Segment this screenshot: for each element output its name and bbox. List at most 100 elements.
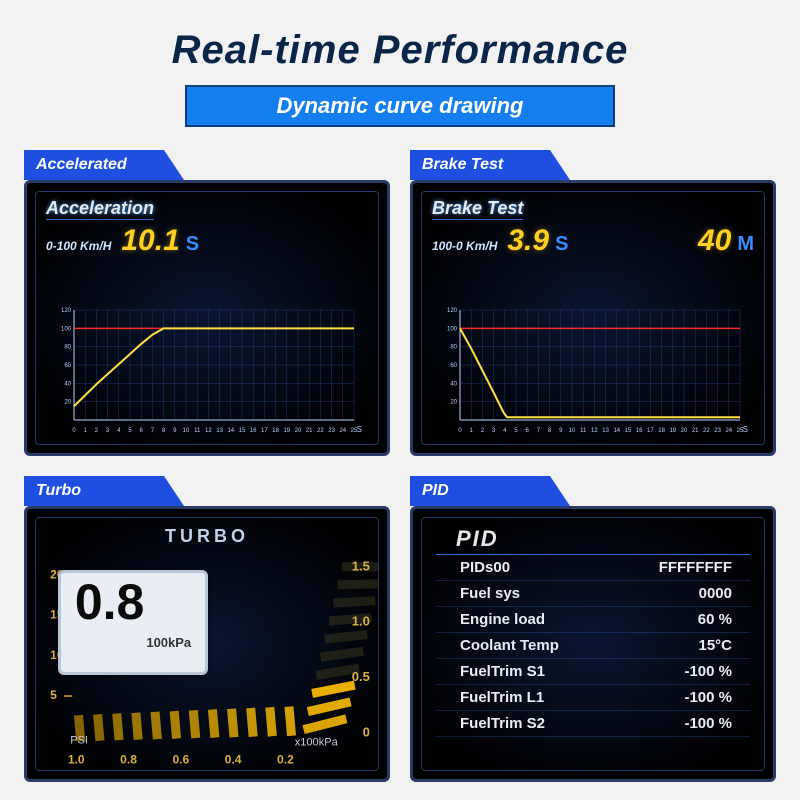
panel-turbo: Turbo TURBO 20151051.51.00.501.00.80.60.… [24, 476, 390, 782]
pid-key: FuelTrim L1 [460, 689, 544, 706]
accel-value: 10.1 [121, 226, 179, 256]
svg-text:6: 6 [526, 428, 530, 434]
svg-text:0.4: 0.4 [225, 752, 242, 766]
svg-text:20: 20 [450, 400, 457, 406]
svg-text:5: 5 [50, 688, 57, 702]
svg-text:11: 11 [194, 428, 201, 434]
svg-text:0.2: 0.2 [277, 752, 294, 766]
panel-label-accelerated: Accelerated [24, 150, 390, 180]
svg-text:15: 15 [239, 428, 246, 434]
svg-text:22: 22 [703, 428, 710, 434]
svg-text:4: 4 [503, 428, 507, 434]
svg-text:40: 40 [64, 381, 71, 387]
page-title: Real-time Performance [0, 0, 800, 73]
svg-text:10: 10 [183, 428, 190, 434]
subtitle-text: Dynamic curve drawing [277, 93, 524, 119]
svg-text:S: S [357, 425, 362, 434]
svg-text:21: 21 [306, 428, 313, 434]
brake-chart: 0123456789101112131415161718192021222324… [432, 304, 752, 434]
svg-text:17: 17 [647, 428, 654, 434]
svg-text:80: 80 [64, 345, 71, 351]
svg-text:6: 6 [140, 428, 144, 434]
svg-text:0: 0 [72, 428, 76, 434]
svg-text:21: 21 [692, 428, 699, 434]
panel-pid: PID PID PIDs00 FFFFFFFF Fuel sys0000 Engine… [410, 476, 776, 782]
svg-text:1.5: 1.5 [352, 558, 370, 573]
panel-label-brake: Brake Test [410, 150, 776, 180]
panel-label-text: Brake Test [410, 156, 503, 173]
pid-key: Coolant Temp [460, 637, 559, 654]
svg-text:13: 13 [216, 428, 223, 434]
svg-text:1.0: 1.0 [352, 614, 370, 629]
pid-row: Fuel sys0000 [436, 581, 750, 607]
svg-text:60: 60 [450, 363, 457, 369]
accel-unit: S [186, 233, 199, 256]
svg-text:22: 22 [317, 428, 324, 434]
panel-accelerated: Accelerated Acceleration 0-100 Km/H 10.1… [24, 150, 390, 456]
svg-text:16: 16 [250, 428, 257, 434]
svg-text:1: 1 [470, 428, 474, 434]
pid-value: -100 % [684, 689, 732, 706]
pid-value: -100 % [684, 715, 732, 732]
pid-value: FFFFFFFF [659, 559, 732, 576]
svg-text:100: 100 [61, 326, 72, 332]
svg-text:S: S [743, 425, 748, 434]
pid-value: 0000 [699, 585, 732, 602]
svg-text:10: 10 [569, 428, 576, 434]
brake-value-1: 3.9 [507, 226, 549, 256]
panel-brake: Brake Test Brake Test 100-0 Km/H 3.9 S 4… [410, 150, 776, 456]
turbo-readout-box: 0.8 100kPa [58, 570, 208, 675]
svg-text:1: 1 [84, 428, 88, 434]
svg-text:14: 14 [227, 428, 234, 434]
brake-unit-1: S [555, 233, 568, 256]
pid-row: FuelTrim S1 -100 % [436, 659, 750, 685]
panel-label-turbo: Turbo [24, 476, 390, 506]
brake-range: 100-0 Km/H [432, 239, 497, 253]
svg-text:100: 100 [447, 326, 458, 332]
svg-text:80: 80 [450, 345, 457, 351]
pid-key: Engine load [460, 611, 545, 628]
panel-label-text: Accelerated [24, 156, 127, 173]
brake-unit-2: M [737, 233, 754, 256]
svg-text:5: 5 [514, 428, 518, 434]
svg-text:19: 19 [669, 428, 676, 434]
pid-row: FuelTrim S2-100 % [436, 711, 750, 737]
pid-row: Coolant Temp 15°C [436, 633, 750, 659]
pid-key: PIDs00 [460, 559, 510, 576]
svg-text:20: 20 [295, 428, 302, 434]
svg-text:120: 120 [61, 308, 72, 314]
pid-key: FuelTrim S1 [460, 663, 545, 680]
svg-text:60: 60 [64, 363, 71, 369]
svg-text:0.6: 0.6 [172, 752, 189, 766]
svg-text:15: 15 [625, 428, 632, 434]
svg-text:24: 24 [725, 428, 732, 434]
svg-text:7: 7 [537, 428, 541, 434]
pid-title: PID [436, 518, 750, 555]
svg-text:20: 20 [64, 400, 71, 406]
svg-text:2: 2 [481, 428, 485, 434]
svg-text:8: 8 [548, 428, 552, 434]
svg-text:3: 3 [492, 428, 496, 434]
accel-title: Acceleration [46, 198, 154, 220]
svg-text:13: 13 [602, 428, 609, 434]
subtitle-band: Dynamic curve drawing [185, 85, 615, 127]
svg-text:17: 17 [261, 428, 268, 434]
svg-text:18: 18 [658, 428, 665, 434]
svg-text:4: 4 [117, 428, 121, 434]
svg-text:20: 20 [681, 428, 688, 434]
svg-text:9: 9 [173, 428, 177, 434]
svg-text:40: 40 [450, 381, 457, 387]
svg-text:12: 12 [591, 428, 598, 434]
accel-chart: 0123456789101112131415161718192021222324… [46, 304, 366, 434]
svg-text:11: 11 [580, 428, 587, 434]
svg-text:12: 12 [205, 428, 212, 434]
accel-range: 0-100 Km/H [46, 239, 111, 253]
pid-value: 15°C [698, 637, 732, 654]
svg-text:0.5: 0.5 [352, 669, 370, 684]
panel-label-text: PID [410, 482, 449, 499]
brake-title: Brake Test [432, 198, 523, 220]
svg-text:x100kPa: x100kPa [295, 736, 339, 748]
brake-value-2: 40 [698, 226, 731, 256]
panel-label-pid: PID [410, 476, 776, 506]
pid-value: -100 % [684, 663, 732, 680]
